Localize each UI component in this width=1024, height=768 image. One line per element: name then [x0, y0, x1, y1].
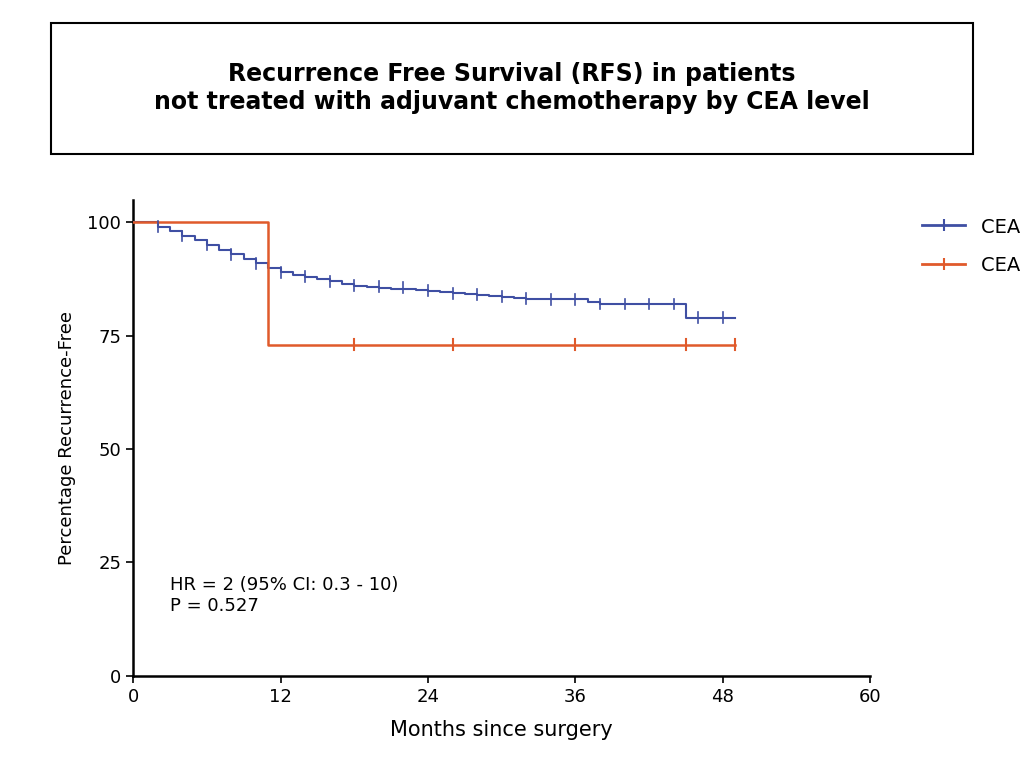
Legend: CEA normal, CEA elevated: CEA normal, CEA elevated: [914, 210, 1024, 283]
Text: Recurrence Free Survival (RFS) in patients
not treated with adjuvant chemotherap: Recurrence Free Survival (RFS) in patien…: [155, 62, 869, 114]
Text: HR = 2 (95% CI: 0.3 - 10)
P = 0.527: HR = 2 (95% CI: 0.3 - 10) P = 0.527: [170, 576, 398, 615]
X-axis label: Months since surgery: Months since surgery: [390, 720, 613, 740]
Y-axis label: Percentage Recurrence-Free: Percentage Recurrence-Free: [58, 311, 77, 564]
